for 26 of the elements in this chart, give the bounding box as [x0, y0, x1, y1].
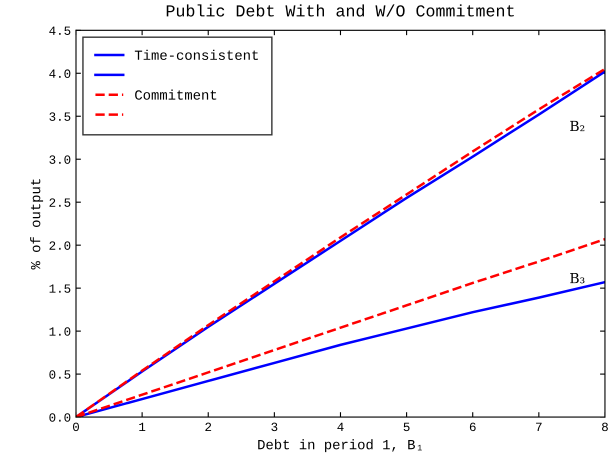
- y-tick-label: 2.5: [50, 198, 70, 207]
- y-tick-label: 3.5: [49, 112, 70, 121]
- x-tick-label: 7: [536, 422, 542, 431]
- y-tick-label: 4.0: [49, 69, 70, 78]
- y-tick-label: 4.5: [49, 26, 70, 35]
- x-tick-label: 6: [470, 422, 476, 432]
- annotation: B₂: [570, 120, 584, 132]
- x-tick-label: 8: [602, 422, 608, 432]
- y-tick-label: 2.0: [50, 241, 70, 250]
- y-tick-label: 1.5: [50, 284, 70, 293]
- y-axis-title: % of output: [30, 179, 44, 270]
- y-tick-label: 3.0: [49, 155, 70, 164]
- y-tick-label: 0.0: [49, 413, 70, 422]
- legend-label: Commitment: [135, 90, 216, 100]
- legend-label: Time-consistent: [134, 50, 258, 60]
- y-tick-label: 0.5: [49, 370, 70, 379]
- x-tick-label: 4: [337, 422, 344, 431]
- x-tick-label: 3: [271, 422, 278, 432]
- x-axis-title: Debt in period 1, B₁: [258, 439, 422, 452]
- annotation: B₃: [570, 273, 584, 284]
- x-tick-label: 2: [205, 422, 212, 431]
- x-tick-label: 0: [73, 422, 79, 432]
- x-tick-label: 5: [404, 422, 410, 432]
- chart-title: Public Debt With and W/O Commitment: [166, 4, 514, 17]
- y-tick-label: 1.0: [50, 327, 70, 336]
- x-tick-label: 1: [139, 422, 146, 431]
